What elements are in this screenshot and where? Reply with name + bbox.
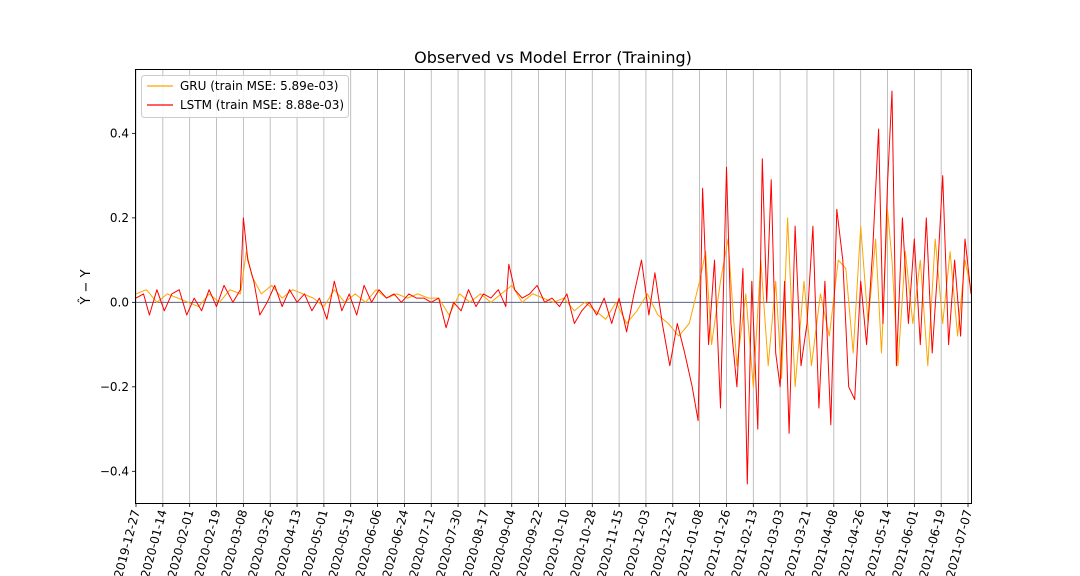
x-tick-label: 2021-04-08: [809, 508, 841, 576]
x-tick-label: 2020-08-17: [460, 508, 492, 576]
x-tick-label: 2021-06-19: [917, 508, 949, 576]
x-tick-label: 2020-03-08: [219, 508, 251, 576]
x-tick-label: 2021-03-21: [782, 508, 814, 576]
plot-frame: [135, 69, 972, 504]
x-tick-label: 2020-05-19: [326, 508, 358, 576]
x-tick-label: 2021-07-07: [943, 508, 975, 576]
y-tick-label: 0.4: [110, 126, 129, 140]
x-tick-label: 2021-06-01: [890, 508, 922, 576]
legend-label-gru: GRU (train MSE: 5.89e-03): [180, 79, 338, 93]
y-tick-label: −0.4: [100, 464, 129, 478]
x-tick-label: 2019-12-27: [111, 508, 143, 576]
x-tick-label: 2020-02-19: [192, 508, 224, 576]
x-tick-label: 2020-12-21: [648, 508, 680, 576]
y-ticks: −0.4 −0.2 0.0 0.2 0.4: [100, 126, 136, 478]
x-tick-label: 2020-12-03: [621, 508, 653, 576]
x-tick-label: 2020-05-01: [299, 508, 331, 576]
x-tick-label: 2020-03-26: [246, 508, 278, 576]
x-ticks: 2019-12-272020-01-142020-02-012020-02-19…: [111, 503, 975, 576]
y-tick-label: −0.2: [100, 380, 129, 394]
x-tick-label: 2021-01-08: [675, 508, 707, 576]
series-line-lstm: [135, 90, 972, 485]
legend-label-lstm: LSTM (train MSE: 8.88e-03): [180, 98, 344, 112]
x-tick-label: 2020-11-15: [594, 508, 626, 576]
x-tick-label: 2020-09-22: [514, 508, 546, 576]
x-tick-label: 2020-07-12: [407, 508, 439, 576]
x-tick-label: 2021-05-14: [863, 508, 895, 576]
x-tick-label: 2020-06-24: [380, 508, 412, 576]
grid-lines: [135, 70, 969, 503]
x-tick-label: 2020-04-13: [272, 508, 304, 576]
x-tick-label: 2020-10-28: [568, 508, 600, 576]
x-tick-label: 2021-02-13: [729, 508, 761, 576]
x-tick-label: 2020-01-14: [138, 508, 170, 576]
x-tick-label: 2020-10-10: [541, 508, 573, 576]
legend-box: [141, 75, 349, 118]
y-axis-label: Ŷ − Y: [78, 269, 94, 305]
x-tick-label: 2020-06-06: [353, 508, 385, 576]
series-line-gru: [135, 208, 972, 388]
legend: GRU (train MSE: 5.89e-03) LSTM (train MS…: [141, 75, 349, 118]
series-lines: [135, 90, 972, 485]
chart-title: Observed vs Model Error (Training): [414, 48, 692, 67]
x-tick-label: 2021-01-26: [702, 508, 734, 576]
x-tick-label: 2021-04-26: [836, 508, 868, 576]
y-tick-label: 0.2: [110, 211, 129, 225]
x-tick-label: 2021-03-03: [755, 508, 787, 576]
x-tick-label: 2020-09-04: [487, 508, 519, 576]
x-tick-label: 2020-02-01: [165, 508, 197, 576]
x-tick-label: 2020-07-30: [433, 508, 465, 576]
y-tick-label: 0.0: [110, 295, 129, 309]
